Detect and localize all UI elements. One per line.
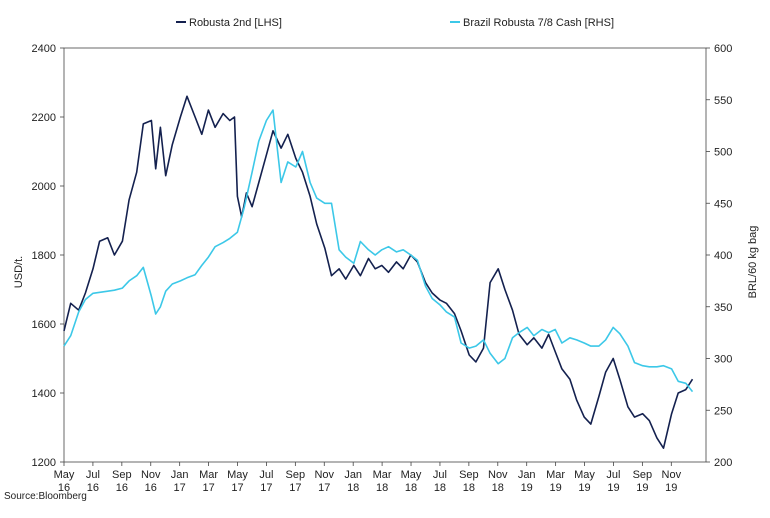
right-tick-label: 600 xyxy=(714,43,732,55)
x-tick-year: 16 xyxy=(116,482,128,494)
x-tick-month: Jul xyxy=(433,469,447,481)
x-tick-year: 18 xyxy=(463,482,475,494)
x-tick-year: 19 xyxy=(549,482,561,494)
x-tick-month: Jul xyxy=(606,469,620,481)
x-tick-year: 17 xyxy=(231,482,243,494)
right-tick-label: 550 xyxy=(714,95,732,107)
plot-area xyxy=(60,47,710,466)
x-tick-year: 17 xyxy=(260,482,272,494)
x-tick-month: Jul xyxy=(259,469,273,481)
right-tick-label: 350 xyxy=(714,302,732,314)
x-tick-year: 16 xyxy=(58,482,70,494)
x-tick-year: 18 xyxy=(376,482,388,494)
x-tick-year: 16 xyxy=(145,482,157,494)
series-layer xyxy=(63,95,694,449)
right-tick-label: 400 xyxy=(714,250,732,262)
legend-label: Robusta 2nd [LHS] xyxy=(189,17,282,29)
left-tick-label: 1600 xyxy=(32,319,56,331)
x-tick-year: 19 xyxy=(636,482,648,494)
x-tick-month: Sep xyxy=(459,469,479,481)
x-tick-month: Jan xyxy=(518,469,536,481)
left-tick-label: 1800 xyxy=(32,250,56,262)
right-tick-label: 300 xyxy=(714,354,732,366)
x-tick-year: 16 xyxy=(87,482,99,494)
tick-labels: 1200 1400 1600 1800 2000 2200 2400 200 250 300 350… xyxy=(32,43,733,494)
x-tick-month: Sep xyxy=(633,469,653,481)
x-tick-month: Jan xyxy=(171,469,189,481)
x-tick-year: 19 xyxy=(607,482,619,494)
left-tick-label: 1400 xyxy=(32,388,56,400)
right-tick-label: 450 xyxy=(714,198,732,210)
x-tick-year: 17 xyxy=(174,482,186,494)
x-tick-year: 18 xyxy=(492,482,504,494)
x-tick-month: Nov xyxy=(662,469,682,481)
x-tick-month: May xyxy=(227,469,248,481)
plot-frame xyxy=(63,47,707,463)
x-tick-year: 17 xyxy=(202,482,214,494)
left-tick-label: 1200 xyxy=(32,457,56,469)
x-tick-month: Jul xyxy=(86,469,100,481)
series-line-robusta-2nd xyxy=(63,95,694,449)
x-tick-year: 17 xyxy=(318,482,330,494)
series-line-brazil-robusta-cash xyxy=(63,109,694,393)
x-tick-year: 19 xyxy=(578,482,590,494)
x-tick-month: Mar xyxy=(373,469,392,481)
x-tick-month: Nov xyxy=(314,469,334,481)
x-tick-month: May xyxy=(401,469,422,481)
legend: Robusta 2nd [LHS] Brazil Robusta 7/8 Cash… xyxy=(176,17,614,29)
right-tick-label: 250 xyxy=(714,405,732,417)
legend-label: Brazil Robusta 7/8 Cash [RHS] xyxy=(463,17,614,29)
left-tick-label: 2200 xyxy=(32,112,56,124)
x-tick-month: Jan xyxy=(344,469,362,481)
right-tick-label: 200 xyxy=(714,457,732,469)
x-tick-year: 18 xyxy=(434,482,446,494)
left-axis-title: USD/t. xyxy=(13,256,25,288)
x-tick-month: May xyxy=(54,469,75,481)
x-tick-year: 18 xyxy=(347,482,359,494)
left-tick-label: 2400 xyxy=(32,43,56,55)
source-note: Source:Bloomberg xyxy=(4,491,87,502)
right-axis-title: BRL/60 kg bag xyxy=(747,226,759,299)
x-tick-month: Nov xyxy=(141,469,161,481)
left-tick-label: 2000 xyxy=(32,181,56,193)
x-tick-month: Mar xyxy=(199,469,218,481)
x-tick-month: Mar xyxy=(546,469,565,481)
x-tick-year: 18 xyxy=(405,482,417,494)
x-tick-year: 19 xyxy=(521,482,533,494)
x-tick-month: Sep xyxy=(286,469,306,481)
x-tick-month: Nov xyxy=(488,469,508,481)
x-tick-month: Sep xyxy=(112,469,132,481)
x-tick-month: May xyxy=(574,469,595,481)
x-tick-year: 17 xyxy=(289,482,301,494)
x-tick-year: 19 xyxy=(665,482,677,494)
right-tick-label: 500 xyxy=(714,147,732,159)
